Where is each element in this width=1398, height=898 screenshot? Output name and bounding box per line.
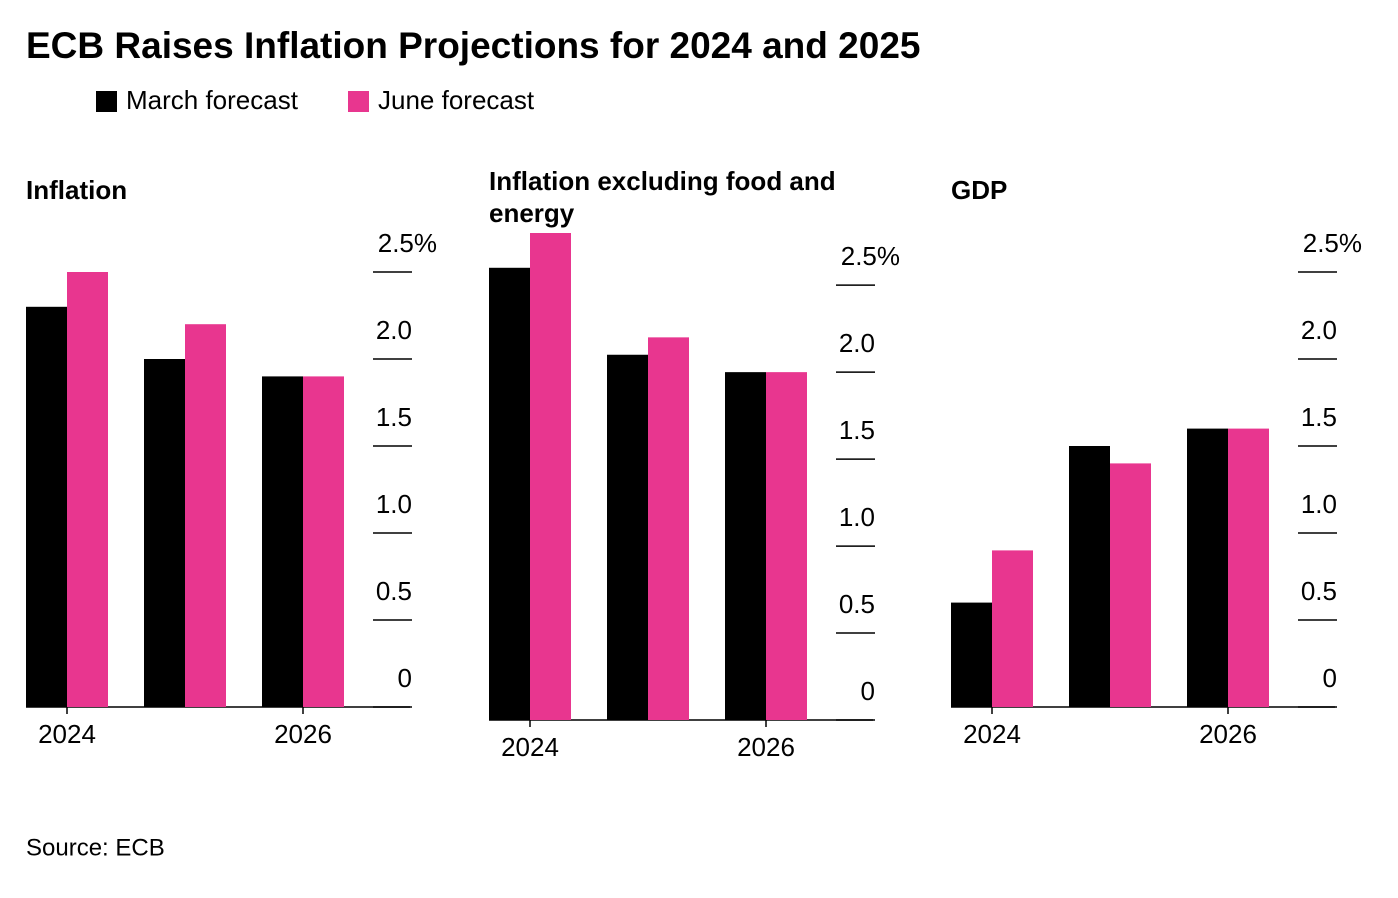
- legend-swatch: [348, 91, 369, 112]
- y-tick-label: 1.0: [839, 502, 875, 532]
- y-tick-label: 2.5%: [1303, 228, 1362, 258]
- y-tick-label: 0: [861, 676, 875, 706]
- y-tick-label: 2.5%: [841, 241, 900, 271]
- chart-title: ECB Raises Inflation Projections for 202…: [26, 25, 920, 66]
- bar: [992, 550, 1033, 707]
- y-tick-label: 0.5: [376, 576, 412, 606]
- y-tick-label: 1.5: [1301, 402, 1337, 432]
- panel-title: Inflation excluding food and energy: [489, 166, 836, 228]
- x-tick-label: 2026: [1199, 719, 1257, 749]
- bar: [67, 272, 108, 707]
- bar: [607, 354, 648, 720]
- panel-title: GDP: [951, 175, 1008, 205]
- bar: [530, 233, 571, 720]
- bar: [144, 359, 185, 707]
- y-tick-label: 1.0: [376, 489, 412, 519]
- bar: [1069, 446, 1110, 707]
- legend-swatch: [96, 91, 117, 112]
- y-tick-label: 0: [1323, 663, 1337, 693]
- bar: [1110, 463, 1151, 707]
- bar: [725, 372, 766, 720]
- y-tick-label: 2.5%: [378, 228, 437, 258]
- bar: [262, 376, 303, 707]
- y-tick-label: 1.5: [839, 415, 875, 445]
- bar: [489, 267, 530, 720]
- bar: [648, 337, 689, 720]
- y-tick-label: 1.5: [376, 402, 412, 432]
- bar: [1187, 428, 1228, 707]
- y-tick-label: 0.5: [839, 589, 875, 619]
- bar: [1228, 428, 1269, 707]
- bar: [26, 306, 67, 707]
- x-tick-label: 2026: [737, 732, 795, 762]
- y-tick-label: 1.0: [1301, 489, 1337, 519]
- bar: [303, 376, 344, 707]
- source: Source: ECB: [26, 834, 165, 861]
- legend-label: March forecast: [126, 85, 299, 115]
- x-tick-label: 2026: [274, 719, 332, 749]
- y-tick-label: 2.0: [839, 328, 875, 358]
- bar: [185, 324, 226, 707]
- y-tick-label: 0: [398, 663, 412, 693]
- x-tick-label: 2024: [38, 719, 96, 749]
- panel-title: Inflation: [26, 175, 128, 205]
- bar: [766, 372, 807, 720]
- bar: [951, 602, 992, 707]
- x-tick-label: 2024: [963, 719, 1021, 749]
- y-tick-label: 2.0: [376, 315, 412, 345]
- y-tick-label: 2.0: [1301, 315, 1337, 345]
- y-tick-label: 0.5: [1301, 576, 1337, 606]
- legend-label: June forecast: [378, 85, 535, 115]
- x-tick-label: 2024: [501, 732, 559, 762]
